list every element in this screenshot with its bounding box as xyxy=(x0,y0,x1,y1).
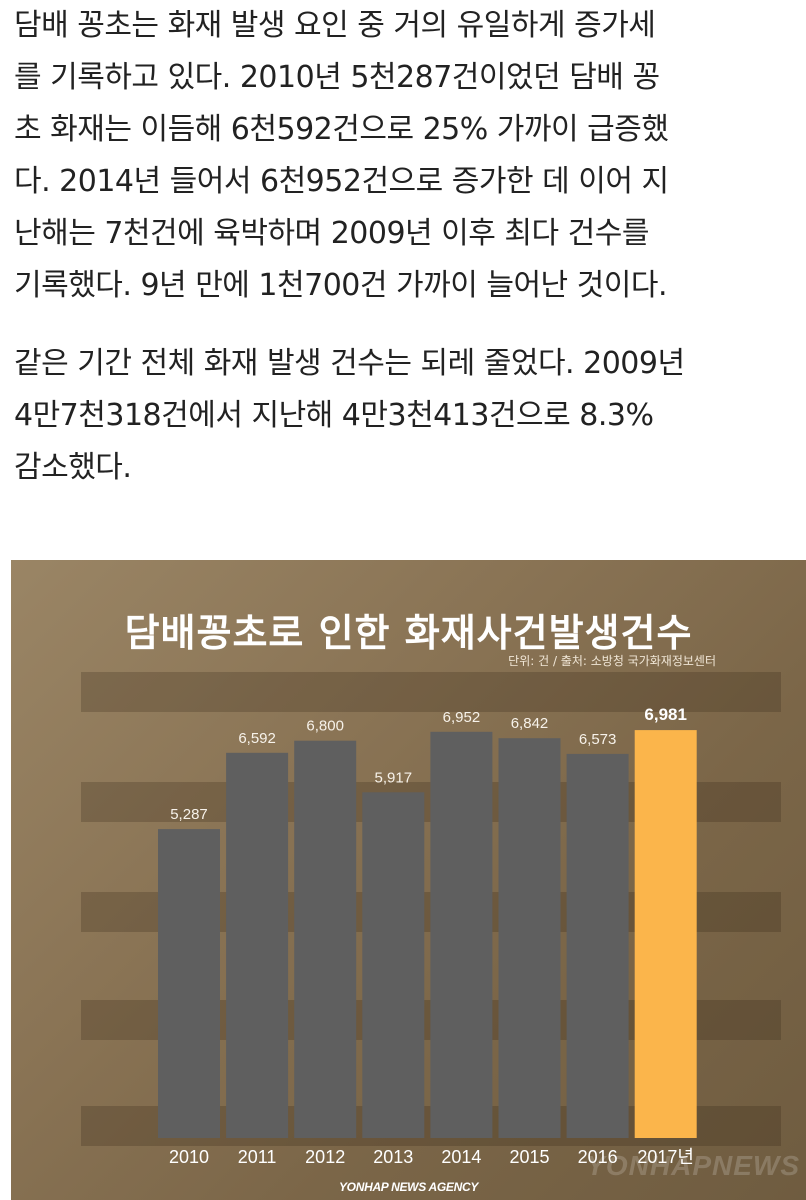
bar-chart: 5,287 2010 6,592 2011 6,800 2012 5,917 2013 6,95… xyxy=(81,672,781,1167)
chart-source: 단위: 건 / 출처: 소방청 국가화재정보센터 xyxy=(508,654,716,668)
chart-image: 5,287 2010 6,592 2011 6,800 2012 5,917 2013 6,95… xyxy=(11,560,806,1200)
data-label-2015: 6,842 xyxy=(511,715,549,732)
article-line: 다. 2014년 들어서 6천952건으로 증가한 데 이어 지 xyxy=(14,164,669,199)
x-tick-2011: 2011 xyxy=(238,1147,277,1167)
data-label-2011: 6,592 xyxy=(238,730,276,747)
agency-credit: YONHAP NEWS AGENCY xyxy=(338,1180,479,1194)
article-paragraph-2: 같은 기간 전체 화재 발생 건수는 되레 줄었다. 2009년 4만7천318… xyxy=(14,338,794,494)
x-tick-2017년: 2017년 xyxy=(637,1147,694,1167)
data-label-2017년: 6,981 xyxy=(644,705,687,724)
article-line: 같은 기간 전체 화재 발생 건수는 되레 줄었다. 2009년 xyxy=(14,346,685,381)
bar-2010 xyxy=(158,829,220,1138)
article-line: 초 화재는 이듬해 6천592건으로 25% 가까이 급증했 xyxy=(14,112,669,147)
article-line: 난해는 7천건에 육박하며 2009년 이후 최다 건수를 xyxy=(14,216,649,251)
x-tick-2015: 2015 xyxy=(509,1147,549,1167)
article-paragraph-1: 담배 꽁초는 화재 발생 요인 중 거의 유일하게 증가세 를 기록하고 있다.… xyxy=(14,0,794,312)
article-line: 4만7천318건에서 지난해 4만3천413건으로 8.3% xyxy=(14,398,654,433)
data-label-2012: 6,800 xyxy=(306,718,344,735)
bar-2011 xyxy=(226,752,289,1138)
article-line: 담배 꽁초는 화재 발생 요인 중 거의 유일하게 증가세 xyxy=(14,8,656,43)
x-tick-2014: 2014 xyxy=(441,1147,481,1167)
data-label-2013: 5,917 xyxy=(375,769,413,786)
x-tick-2013: 2013 xyxy=(373,1147,413,1167)
data-label-2014: 6,952 xyxy=(443,709,481,726)
article-line: 감소했다. xyxy=(14,450,132,485)
data-label-2016: 6,573 xyxy=(579,731,617,748)
data-label-2010: 5,287 xyxy=(170,806,208,823)
bar-2013 xyxy=(362,792,425,1138)
bar-2015 xyxy=(498,738,561,1138)
x-tick-2016: 2016 xyxy=(578,1147,618,1167)
article-body: 담배 꽁초는 화재 발생 요인 중 거의 유일하게 증가세 를 기록하고 있다.… xyxy=(14,0,794,494)
article-line: 를 기록하고 있다. 2010년 5천287건이었던 담배 꽁 xyxy=(14,60,660,95)
x-tick-2010: 2010 xyxy=(169,1147,209,1167)
chart-title: 담배꽁초로 인한 화재사건발생건수 xyxy=(124,611,693,655)
bar-2016 xyxy=(566,753,629,1138)
x-tick-2012: 2012 xyxy=(305,1147,345,1167)
bar-2014 xyxy=(430,731,493,1138)
bar-2017년 xyxy=(634,730,697,1138)
watermark: YONHAPNEWS xyxy=(586,1150,800,1181)
article-line: 기록했다. 9년 만에 1천700건 가까이 늘어난 것이다. xyxy=(14,268,668,303)
bar-2012 xyxy=(294,740,357,1138)
background-band xyxy=(81,672,781,712)
